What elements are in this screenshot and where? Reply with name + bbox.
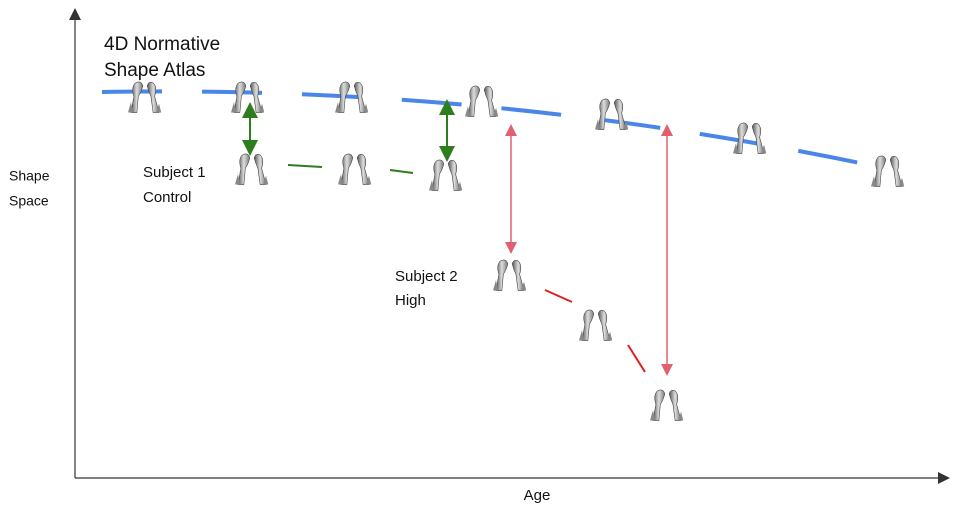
- subject-label: High: [395, 292, 426, 309]
- y-axis-label: Shape: [9, 168, 50, 184]
- subject2-trajectory: [545, 290, 645, 372]
- page: {"atlas": {"label": ["4D Normative", "Sh…: [0, 0, 957, 508]
- deviation-arrows: [511, 130, 667, 370]
- subject-label: Subject 2: [395, 268, 458, 285]
- control-arrows: [250, 107, 447, 154]
- y-axis-label: Space: [9, 193, 49, 209]
- atlas-label: Shape Atlas: [104, 60, 205, 81]
- shape-icons: [128, 82, 904, 421]
- subject-label: Subject 1: [143, 164, 206, 181]
- x-axis-label: Age: [524, 487, 551, 504]
- subject1-trajectory: [288, 165, 413, 173]
- diagram: 4D Normative Shape Atlas Shape Space Sub…: [0, 0, 957, 508]
- atlas-label: 4D Normative: [104, 34, 220, 55]
- subject-label: Control: [143, 189, 191, 206]
